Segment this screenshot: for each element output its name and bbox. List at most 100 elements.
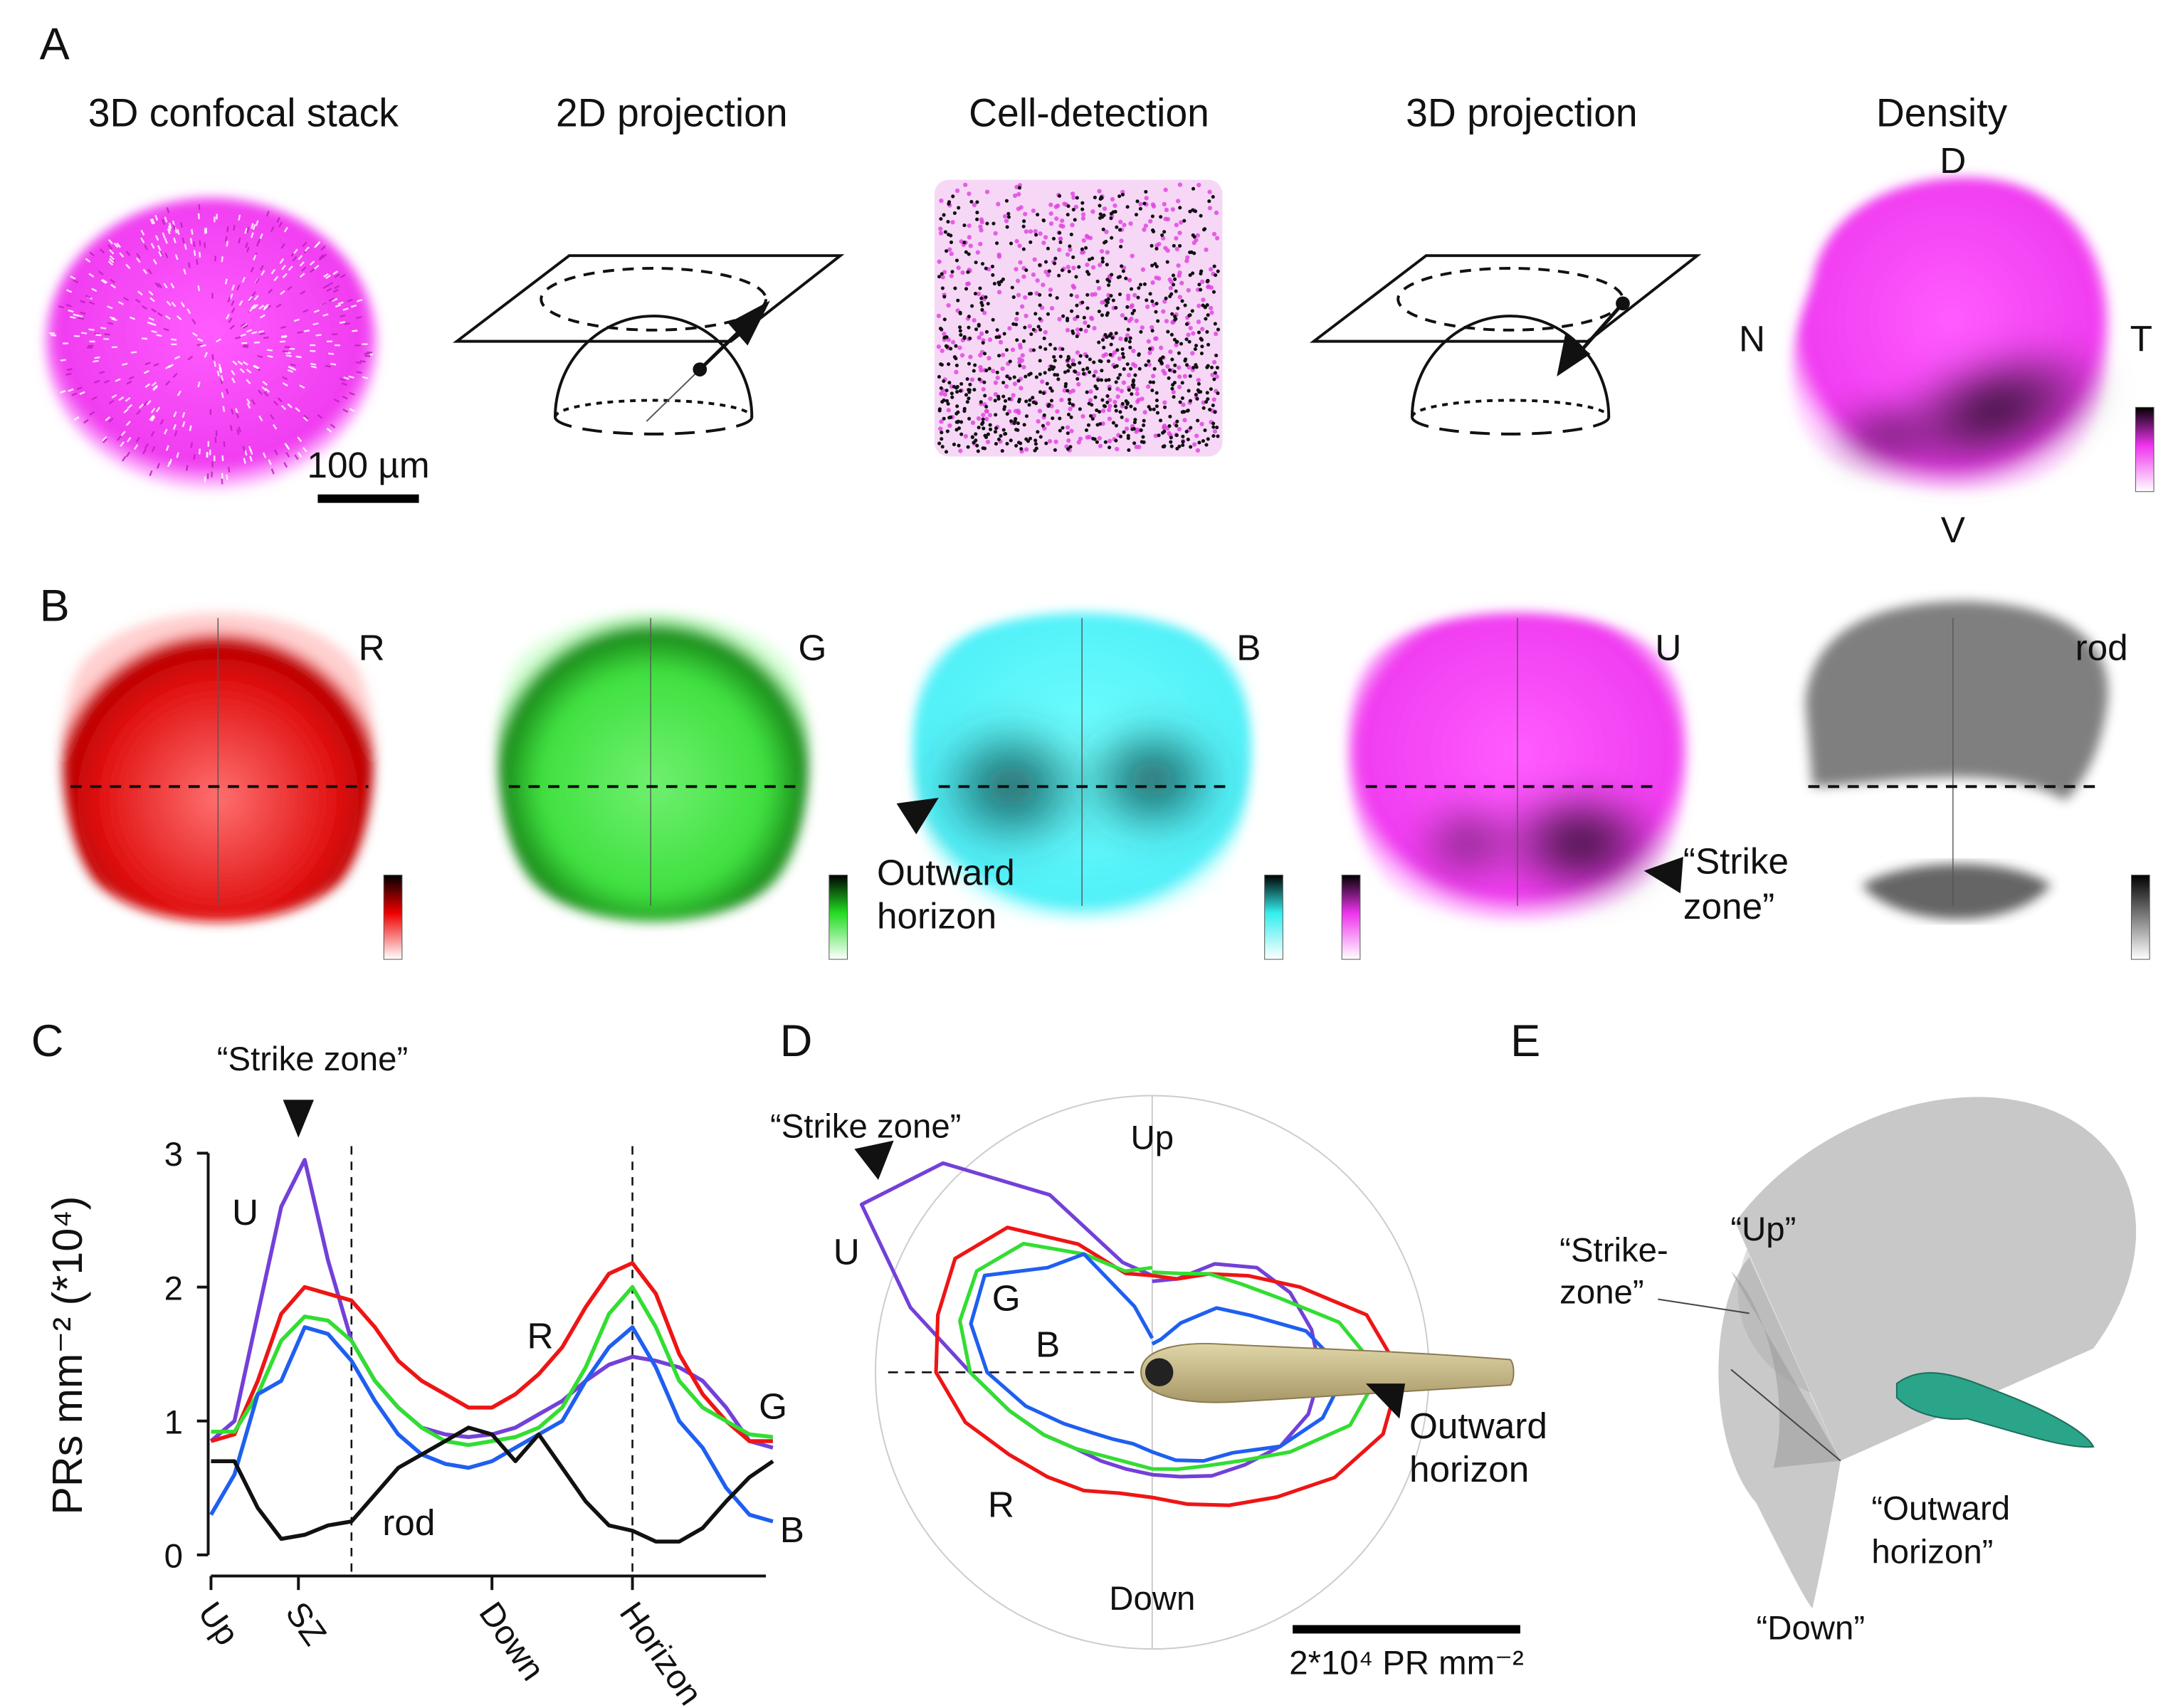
- panel-title: 3D confocal stack: [88, 91, 399, 135]
- detected-cell: [1205, 302, 1209, 307]
- cell-signal: [1017, 360, 1022, 365]
- speckle: [352, 330, 358, 332]
- speckle: [242, 446, 246, 452]
- detected-cell: [974, 327, 979, 332]
- speckle: [356, 371, 362, 374]
- detected-cell: [940, 272, 944, 276]
- speckle: [276, 216, 280, 223]
- detected-cell: [1209, 387, 1213, 391]
- speckle: [187, 355, 194, 361]
- detected-cell: [947, 201, 951, 206]
- speckle: [282, 376, 288, 381]
- speckle: [116, 242, 122, 248]
- detected-cell: [1070, 403, 1075, 407]
- detected-cell: [1005, 225, 1009, 229]
- cell-signal: [978, 224, 983, 229]
- cell-signal: [1071, 265, 1076, 270]
- detected-cell: [1211, 403, 1215, 408]
- speckle: [122, 455, 127, 462]
- cell-signal: [1024, 229, 1029, 234]
- detected-cell: [1158, 418, 1163, 423]
- speckle: [340, 378, 346, 381]
- detected-cell: [981, 341, 985, 345]
- cell-signal: [1070, 358, 1075, 363]
- speckle: [177, 228, 180, 236]
- cell-signal: [1188, 325, 1193, 331]
- detected-cell: [1117, 372, 1122, 377]
- cell-signal: [966, 281, 972, 286]
- cell-signal: [1211, 359, 1217, 365]
- detected-cell: [988, 427, 993, 431]
- cell-signal: [972, 202, 977, 208]
- cell-signal: [1184, 258, 1189, 263]
- speckle: [221, 256, 223, 263]
- speckle: [81, 332, 88, 334]
- detected-cell: [1151, 380, 1156, 384]
- detected-cell: [1001, 277, 1005, 282]
- detected-cell: [1134, 213, 1139, 217]
- detected-cell: [1014, 428, 1019, 432]
- detected-cell: [1199, 288, 1203, 292]
- speckle: [99, 248, 105, 254]
- detected-cell: [970, 435, 974, 439]
- speckle: [221, 478, 223, 485]
- detected-cell: [1150, 214, 1154, 218]
- detected-cell: [1207, 199, 1211, 204]
- detected-cell: [1010, 285, 1014, 290]
- detected-cell: [1073, 369, 1077, 374]
- leader-line: [1658, 1298, 1750, 1314]
- speckle: [126, 436, 132, 443]
- x-tick-label: SZ: [278, 1596, 334, 1652]
- speckle: [318, 255, 325, 261]
- cell-signal: [1154, 243, 1159, 248]
- detected-cell: [1058, 416, 1062, 421]
- detected-cell: [1066, 316, 1070, 321]
- detected-cell: [1021, 247, 1026, 251]
- detected-cell: [1206, 437, 1210, 441]
- speckle: [298, 255, 303, 260]
- cell-signal: [1058, 236, 1063, 241]
- speckle: [285, 444, 290, 450]
- detected-cell: [1114, 408, 1118, 413]
- detected-cell: [1120, 192, 1125, 197]
- speckle: [295, 407, 300, 412]
- speckle: [159, 251, 164, 258]
- cell-signal: [1163, 216, 1168, 221]
- cell-signal: [1108, 404, 1112, 408]
- detected-cell: [954, 363, 959, 368]
- speckle: [149, 470, 153, 477]
- speckle: [184, 243, 187, 250]
- detected-cell: [1172, 395, 1176, 399]
- cell-signal: [960, 270, 965, 275]
- detected-cell: [1041, 391, 1046, 396]
- detected-cell: [1171, 383, 1175, 387]
- detected-cell: [1199, 269, 1204, 273]
- speckle: [151, 330, 157, 334]
- detected-cell: [1097, 340, 1101, 344]
- detected-cell: [1129, 367, 1133, 371]
- dashed-ellipse: [1396, 267, 1624, 332]
- fish: [1140, 1343, 1515, 1403]
- detected-cell: [1103, 440, 1108, 444]
- cell-signal: [1004, 218, 1009, 223]
- cell-signal: [1019, 304, 1025, 309]
- detected-cell: [1176, 306, 1180, 310]
- detected-cell: [1085, 292, 1090, 297]
- speckle: [320, 302, 327, 306]
- speckle: [299, 384, 305, 389]
- speckle: [116, 436, 122, 441]
- line-chart: 0 1 2 3 Up SZ Down Horizon PRs mm⁻² (*10⁴) “Strik…: [43, 1040, 804, 1708]
- cell-signal: [1147, 350, 1152, 355]
- cell-signal: [1065, 425, 1070, 430]
- x-tick-label: Down: [471, 1596, 552, 1688]
- detected-cell: [1162, 230, 1167, 234]
- cell-signal: [1024, 447, 1029, 452]
- detected-cell: [949, 240, 954, 244]
- detected-cell: [1170, 312, 1174, 316]
- detected-cell: [1102, 404, 1106, 408]
- cell-signal: [1168, 285, 1174, 290]
- cell-signal: [996, 201, 1001, 206]
- detected-cell: [1028, 240, 1033, 244]
- speckle: [99, 371, 105, 374]
- cell-signal: [1150, 374, 1156, 379]
